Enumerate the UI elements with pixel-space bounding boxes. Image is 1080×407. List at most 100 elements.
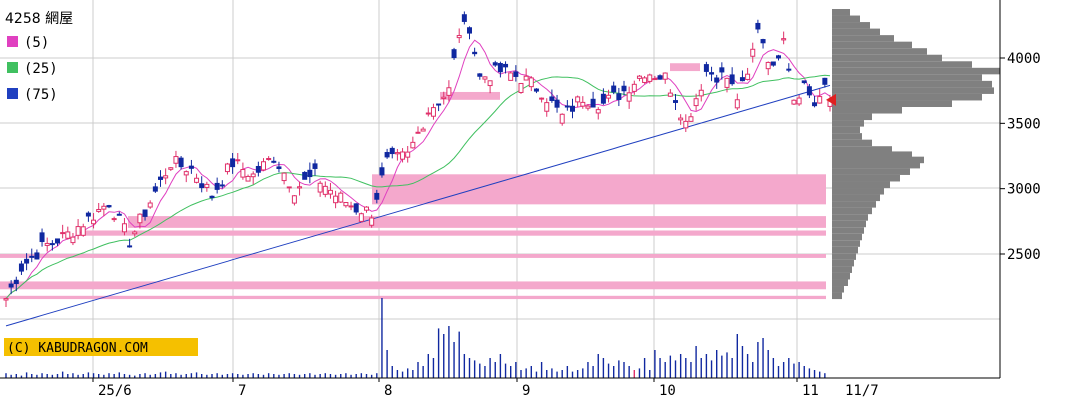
candle-body [755,22,761,30]
candle-body [791,99,797,105]
x-tick-label: 8 [384,383,392,399]
candle-body [389,147,395,155]
candle-body [147,202,153,208]
candle-body [188,165,194,169]
price-band [372,174,826,205]
profile-bar [832,227,864,234]
candle-body [405,151,411,158]
candle-body [590,98,596,108]
candle-body [60,232,66,235]
candle-body [13,279,19,285]
candle-body [235,159,241,162]
y-tick-label: 3000 [1007,182,1041,198]
candle-body [55,238,60,244]
candle-body [554,99,560,108]
x-axis-ticks: 25/6 7 8 9 10 11 11/7 [92,378,879,399]
candle-body [673,100,678,103]
profile-bar [832,194,880,202]
candle-body [178,157,184,168]
candle-body [709,72,715,75]
candle-body [652,78,658,81]
candle-body [776,55,781,59]
chart-title: 4258 網屋 [5,11,73,27]
price-band [128,216,826,228]
candle-body [487,80,493,87]
candle-body [317,182,323,193]
candle-body [539,97,545,100]
candle-body [111,218,117,221]
x-tick-label: 25/6 [98,383,132,399]
profile-bar [832,266,852,273]
candle-body [250,173,256,178]
candle-body [698,89,704,97]
candle-body [163,175,169,179]
candle-body [817,96,823,104]
candle-body [441,96,447,100]
candle-body [570,105,575,112]
candle-body [255,165,261,173]
candle-body [142,209,148,217]
candle-body [224,163,230,173]
candle-body [477,73,483,77]
candle-body [70,236,76,244]
candle-body [647,74,653,82]
candle-body [8,283,14,288]
candle-body [415,131,421,134]
profile-bar [832,80,992,88]
legend-label-ma25: (25) [24,61,58,77]
profile-bar [832,48,927,55]
candle-body [518,82,524,93]
candle-body [364,206,369,211]
y-tick-label: 4000 [1007,51,1041,67]
candle-body [158,176,163,180]
candle-body [580,101,586,107]
candle-body [286,186,292,189]
profile-bar [832,220,866,228]
candle-body [575,96,581,103]
candle-body [642,77,648,83]
candle-body [812,102,818,107]
candle-body [209,195,215,199]
candle-body [621,85,627,92]
profile-bar [832,246,858,254]
candle-body [559,113,565,124]
candle-body [667,92,673,97]
candle-body [127,245,133,248]
candle-body [338,192,344,203]
candle-body [801,80,807,84]
candle-body [765,61,771,70]
profile-bar [832,74,982,81]
candle-body [662,72,668,80]
moving-average-lines [5,39,831,327]
candle-body [564,105,570,108]
candle-body [152,186,158,192]
profile-bar [832,253,856,260]
candle-body [729,74,735,85]
legend-swatch-ma25 [7,62,18,73]
volume-profile [832,9,1000,300]
candle-body [168,167,174,170]
candle-body [65,231,71,239]
candle-body [739,77,745,82]
price-band [0,281,826,290]
profile-bar [832,107,902,114]
candle-body [24,258,30,264]
profile-bar [832,286,844,293]
copyright-background [4,338,198,356]
y-tick-label: 3500 [1007,116,1041,132]
profile-bar [832,54,942,62]
candle-body [714,77,720,83]
candle-body [183,171,189,176]
profile-bar [832,9,850,16]
candle-body [106,205,112,208]
last-price-marker [826,93,836,106]
candle-body [327,189,333,195]
profile-bar [832,61,972,68]
candle-body [760,39,766,44]
candle-body [436,103,442,106]
candle-body [636,75,642,79]
candle-body [240,169,246,178]
profile-bar [832,139,872,147]
candle-body [80,226,86,236]
y-axis-ticks: 2500 3000 3500 4000 [1000,51,1041,263]
